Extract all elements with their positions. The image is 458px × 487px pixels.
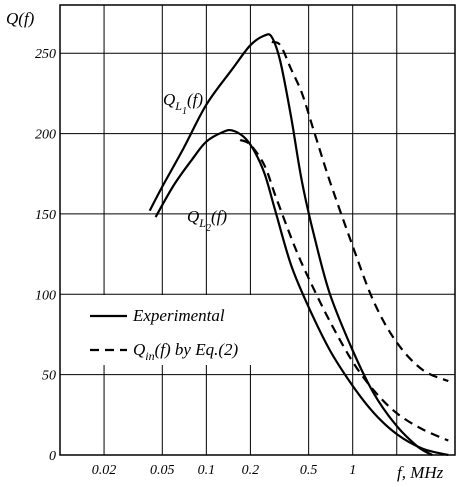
annotation-ql2: QL2(f)	[187, 207, 227, 234]
series-line-1	[154, 128, 449, 457]
annotation-ql1: QL1(f)	[163, 90, 203, 117]
y-tick-label-0: 0	[49, 449, 56, 464]
x-tick-label-3: 0.2	[242, 463, 260, 478]
annotation-ql1-rest: (f)	[187, 90, 203, 109]
legend-background	[84, 295, 280, 365]
plot-frame	[59, 4, 456, 456]
grid-layer	[59, 4, 456, 456]
x-axis-label: f, MHz	[397, 463, 444, 482]
annotation-ql2-subsub: 2	[206, 223, 211, 234]
annotation-ql2-sub: L	[198, 216, 206, 230]
y-tick-label-2: 100	[35, 288, 56, 303]
y-tick-label-4: 200	[35, 128, 56, 143]
series-line-0	[148, 33, 433, 456]
x-tick-label-5: 1	[349, 463, 356, 478]
legend-label-qin: Qin(f) by Eq.(2)	[133, 340, 239, 363]
legend-qin-main: Q	[133, 340, 145, 359]
series-line-2	[239, 138, 449, 442]
legend: Experimental Qin(f) by Eq.(2)	[84, 295, 280, 365]
legend-qin-rest: (f) by Eq.(2)	[155, 340, 239, 359]
legend-label-experimental: Experimental	[132, 306, 225, 325]
x-tick-label-2: 0.1	[198, 463, 216, 478]
y-tick-label-5: 250	[35, 47, 56, 62]
legend-qin-sub: in	[145, 349, 154, 363]
annotation-ql1-sub: L	[174, 99, 182, 113]
x-tick-label-4: 0.5	[300, 463, 318, 478]
annotation-ql2-rest: (f)	[211, 207, 227, 226]
curve-layer	[148, 33, 449, 457]
x-tick-label-1: 0.05	[150, 463, 175, 478]
annotation-ql2-main: Q	[187, 207, 199, 226]
y-axis-label: Q(f)	[6, 9, 35, 28]
x-tick-label-0: 0.02	[92, 463, 117, 478]
y-tick-label-3: 150	[35, 208, 56, 223]
annotation-ql1-subsub: 1	[182, 106, 187, 117]
tick-layer: 0 50 100 150 200 250 0.02 0.05 0.1 0.2 0.5 1	[35, 47, 356, 478]
y-tick-label-1: 50	[42, 369, 56, 384]
series-line-3	[271, 40, 449, 383]
annotation-ql1-main: Q	[163, 90, 175, 109]
